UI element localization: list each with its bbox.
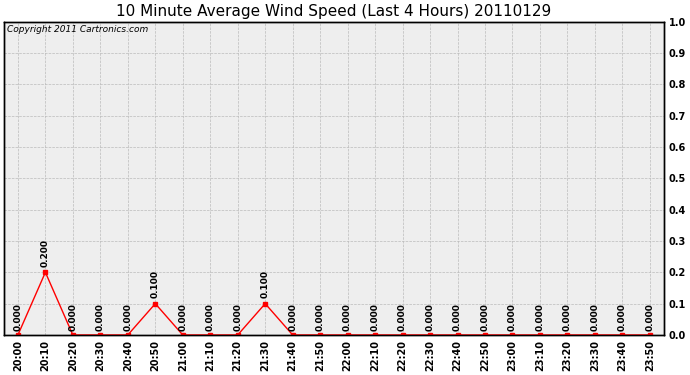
Text: 0.000: 0.000 [13, 303, 22, 331]
Text: 0.000: 0.000 [68, 303, 77, 331]
Text: 0.000: 0.000 [563, 303, 572, 331]
Text: 0.000: 0.000 [96, 303, 105, 331]
Text: 0.000: 0.000 [398, 303, 407, 331]
Title: 10 Minute Average Wind Speed (Last 4 Hours) 20110129: 10 Minute Average Wind Speed (Last 4 Hou… [116, 4, 551, 19]
Text: 0.000: 0.000 [591, 303, 600, 331]
Text: 0.000: 0.000 [535, 303, 544, 331]
Text: 0.000: 0.000 [233, 303, 242, 331]
Text: 0.000: 0.000 [206, 303, 215, 331]
Text: 0.000: 0.000 [315, 303, 324, 331]
Text: 0.000: 0.000 [618, 303, 627, 331]
Text: 0.000: 0.000 [371, 303, 380, 331]
Text: 0.100: 0.100 [261, 270, 270, 298]
Text: 0.000: 0.000 [645, 303, 654, 331]
Text: Copyright 2011 Cartronics.com: Copyright 2011 Cartronics.com [8, 25, 149, 34]
Text: 0.000: 0.000 [124, 303, 132, 331]
Text: 0.000: 0.000 [343, 303, 352, 331]
Text: 0.000: 0.000 [178, 303, 187, 331]
Text: 0.000: 0.000 [426, 303, 435, 331]
Text: 0.100: 0.100 [151, 270, 160, 298]
Text: 0.000: 0.000 [288, 303, 297, 331]
Text: 0.200: 0.200 [41, 239, 50, 267]
Text: 0.000: 0.000 [508, 303, 517, 331]
Text: 0.000: 0.000 [453, 303, 462, 331]
Text: 0.000: 0.000 [480, 303, 489, 331]
